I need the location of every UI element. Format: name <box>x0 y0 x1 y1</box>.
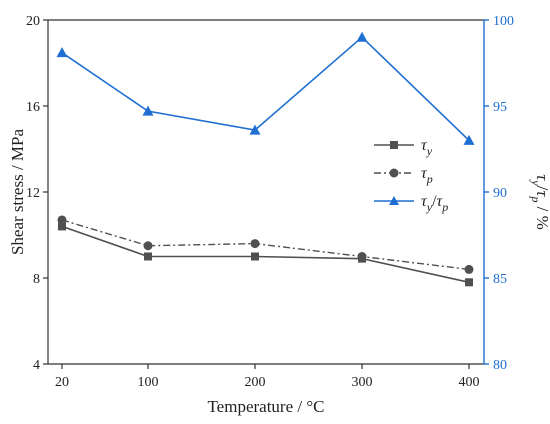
series-line-2 <box>61 36 470 141</box>
left-y-axis-title: Shear stress / MPa <box>8 129 27 256</box>
legend-label-tau-y: τy <box>421 137 433 158</box>
x-axis-ticks: 20 100 200 300 400 <box>55 364 480 390</box>
left-y-tick-label: 12 <box>26 186 40 201</box>
x-tick-label: 400 <box>459 375 480 390</box>
series-line-0 <box>61 225 470 284</box>
left-y-tick-label: 20 <box>26 14 40 29</box>
series-layer <box>56 31 475 287</box>
right-y-tick-label: 90 <box>493 186 507 201</box>
left-y-tick-label: 8 <box>33 272 40 287</box>
right-y-tick-label: 85 <box>493 272 507 287</box>
data-point-triangle <box>463 134 475 145</box>
data-point-circle <box>464 264 474 274</box>
data-point-triangle <box>142 105 154 116</box>
data-point-circle <box>57 215 67 225</box>
left-y-tick-label: 4 <box>33 358 40 373</box>
right-y-axis-ticks: 80 85 90 95 100 <box>484 14 514 373</box>
legend: τy τp τy/τp <box>374 137 448 214</box>
legend-marker-circle <box>389 168 399 178</box>
right-y-tick-label: 95 <box>493 100 507 115</box>
x-tick-label: 20 <box>55 375 69 390</box>
right-y-tick-label: 100 <box>493 14 514 29</box>
legend-marker-square <box>390 141 398 149</box>
legend-label-ratio: τy/τp <box>421 193 448 214</box>
data-point-triangle <box>249 124 261 135</box>
x-axis-title: Temperature / °C <box>207 397 324 416</box>
x-tick-label: 100 <box>138 375 159 390</box>
legend-item-tau-p: τp <box>374 165 433 186</box>
data-point-square <box>251 252 259 261</box>
data-point-square <box>144 252 152 261</box>
legend-item-ratio: τy/τp <box>374 193 448 214</box>
right-y-tick-label: 80 <box>493 358 507 373</box>
left-y-axis-ticks: 4 8 12 16 20 <box>26 14 48 373</box>
legend-label-tau-p: τp <box>421 165 433 186</box>
legend-marker-triangle <box>389 196 399 205</box>
data-point-triangle <box>356 31 368 42</box>
data-point-circle <box>143 241 153 251</box>
x-tick-label: 200 <box>245 375 266 390</box>
series-line-1 <box>61 219 470 271</box>
data-point-triangle <box>56 47 68 58</box>
left-y-tick-label: 16 <box>26 100 40 115</box>
right-y-axis-title: τy/τp / % <box>529 174 550 230</box>
data-point-square <box>58 222 66 231</box>
legend-item-tau-y: τy <box>374 137 433 158</box>
data-point-circle <box>357 252 367 261</box>
data-point-circle <box>250 239 260 249</box>
x-tick-label: 300 <box>352 375 373 390</box>
data-point-square <box>465 278 473 287</box>
